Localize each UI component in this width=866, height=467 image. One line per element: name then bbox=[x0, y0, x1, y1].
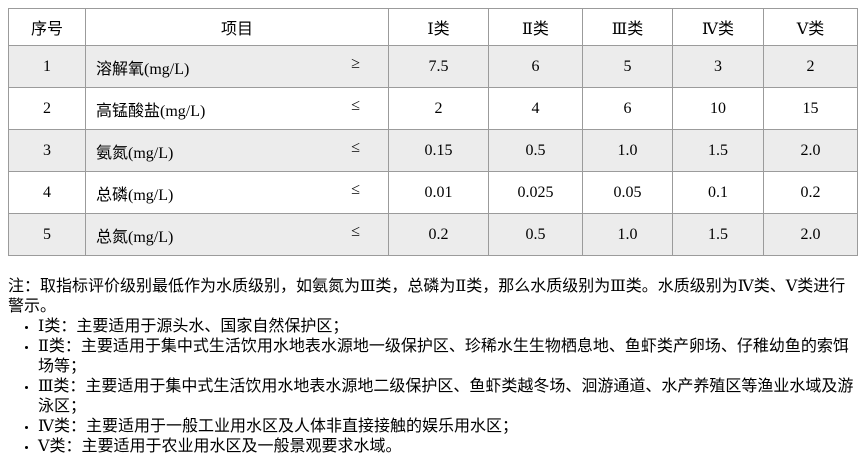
comparison-operator: ≤ bbox=[351, 138, 360, 156]
comparison-operator: ≤ bbox=[351, 96, 360, 114]
class5-definition: Ⅴ类：主要适用于农业用水区及一般景观要求水域。 bbox=[38, 437, 858, 457]
item-name: 总氮(mg/L) bbox=[96, 228, 174, 246]
table-row: 4 ≤ 总磷(mg/L) 0.01 0.025 0.05 0.1 0.2 bbox=[8, 171, 858, 214]
value-class5: 15 bbox=[763, 87, 858, 130]
item-cell: ≤ 高锰酸盐(mg/L) bbox=[85, 87, 389, 130]
item-name: 总磷(mg/L) bbox=[96, 186, 174, 204]
value-class4: 1.5 bbox=[672, 213, 764, 256]
col-header-item: 项目 bbox=[85, 8, 389, 46]
comparison-operator: ≤ bbox=[351, 222, 360, 240]
class1-definition: Ⅰ类：主要适用于源头水、国家自然保护区； bbox=[38, 317, 858, 337]
col-header-class3: Ⅲ类 bbox=[582, 8, 673, 46]
row-number: 4 bbox=[8, 171, 86, 214]
note-intro: 注：取指标评价级别最低作为水质级别，如氨氮为Ⅲ类，总磷为Ⅱ类，那么水质级别为Ⅲ类… bbox=[8, 278, 846, 315]
item-cell: ≤ 氨氮(mg/L) bbox=[85, 129, 389, 172]
col-header-class5: Ⅴ类 bbox=[763, 8, 858, 46]
value-class1: 7.5 bbox=[388, 45, 489, 88]
comparison-operator: ≤ bbox=[351, 180, 360, 198]
col-header-seq: 序号 bbox=[8, 8, 86, 46]
row-number: 5 bbox=[8, 213, 86, 256]
value-class1: 0.01 bbox=[388, 171, 489, 214]
col-header-class4: Ⅳ类 bbox=[672, 8, 764, 46]
value-class2: 6 bbox=[488, 45, 583, 88]
value-class2: 0.025 bbox=[488, 171, 583, 214]
class2-definition: Ⅱ类：主要适用于集中式生活饮用水地表水源地一级保护区、珍稀水生生物栖息地、鱼虾类… bbox=[38, 337, 858, 377]
note-section: 注：取指标评价级别最低作为水质级别，如氨氮为Ⅲ类，总磷为Ⅱ类，那么水质级别为Ⅲ类… bbox=[8, 277, 858, 457]
table-row: 1 ≥ 溶解氧(mg/L) 7.5 6 5 3 2 bbox=[8, 45, 858, 88]
value-class4: 3 bbox=[672, 45, 764, 88]
class-definitions-list: Ⅰ类：主要适用于源头水、国家自然保护区； Ⅱ类：主要适用于集中式生活饮用水地表水… bbox=[8, 317, 858, 457]
item-name: 氨氮(mg/L) bbox=[96, 144, 174, 162]
class4-definition: Ⅳ类：主要适用于一般工业用水区及人体非直接接触的娱乐用水区； bbox=[38, 417, 858, 437]
value-class3: 5 bbox=[582, 45, 673, 88]
item-cell: ≥ 溶解氧(mg/L) bbox=[85, 45, 389, 88]
table-row: 5 ≤ 总氮(mg/L) 0.2 0.5 1.0 1.5 2.0 bbox=[8, 213, 858, 256]
value-class5: 0.2 bbox=[763, 171, 858, 214]
row-number: 3 bbox=[8, 129, 86, 172]
col-header-class2: Ⅱ类 bbox=[488, 8, 583, 46]
table-row: 3 ≤ 氨氮(mg/L) 0.15 0.5 1.0 1.5 2.0 bbox=[8, 129, 858, 172]
value-class3: 1.0 bbox=[582, 213, 673, 256]
comparison-operator: ≥ bbox=[351, 54, 360, 72]
col-header-class1: Ⅰ类 bbox=[388, 8, 489, 46]
value-class5: 2.0 bbox=[763, 129, 858, 172]
value-class2: 0.5 bbox=[488, 129, 583, 172]
table-row: 2 ≤ 高锰酸盐(mg/L) 2 4 6 10 15 bbox=[8, 87, 858, 130]
value-class1: 0.2 bbox=[388, 213, 489, 256]
value-class1: 0.15 bbox=[388, 129, 489, 172]
value-class1: 2 bbox=[388, 87, 489, 130]
row-number: 1 bbox=[8, 45, 86, 88]
value-class3: 1.0 bbox=[582, 129, 673, 172]
value-class4: 0.1 bbox=[672, 171, 764, 214]
table-header-row: 序号 项目 Ⅰ类 Ⅱ类 Ⅲ类 Ⅳ类 Ⅴ类 bbox=[8, 8, 858, 46]
row-number: 2 bbox=[8, 87, 86, 130]
value-class5: 2.0 bbox=[763, 213, 858, 256]
item-name: 高锰酸盐(mg/L) bbox=[96, 102, 206, 120]
item-cell: ≤ 总磷(mg/L) bbox=[85, 171, 389, 214]
value-class2: 4 bbox=[488, 87, 583, 130]
value-class2: 0.5 bbox=[488, 213, 583, 256]
class3-definition: Ⅲ类：主要适用于集中式生活饮用水地表水源地二级保护区、鱼虾类越冬场、洄游通道、水… bbox=[38, 377, 858, 417]
value-class5: 2 bbox=[763, 45, 858, 88]
item-cell: ≤ 总氮(mg/L) bbox=[85, 213, 389, 256]
value-class4: 10 bbox=[672, 87, 764, 130]
item-name: 溶解氧(mg/L) bbox=[96, 60, 190, 78]
water-quality-standards-table: 序号 项目 Ⅰ类 Ⅱ类 Ⅲ类 Ⅳ类 Ⅴ类 1 ≥ 溶解氧(mg/L) 7.5 6… bbox=[8, 8, 858, 256]
value-class3: 0.05 bbox=[582, 171, 673, 214]
value-class3: 6 bbox=[582, 87, 673, 130]
value-class4: 1.5 bbox=[672, 129, 764, 172]
